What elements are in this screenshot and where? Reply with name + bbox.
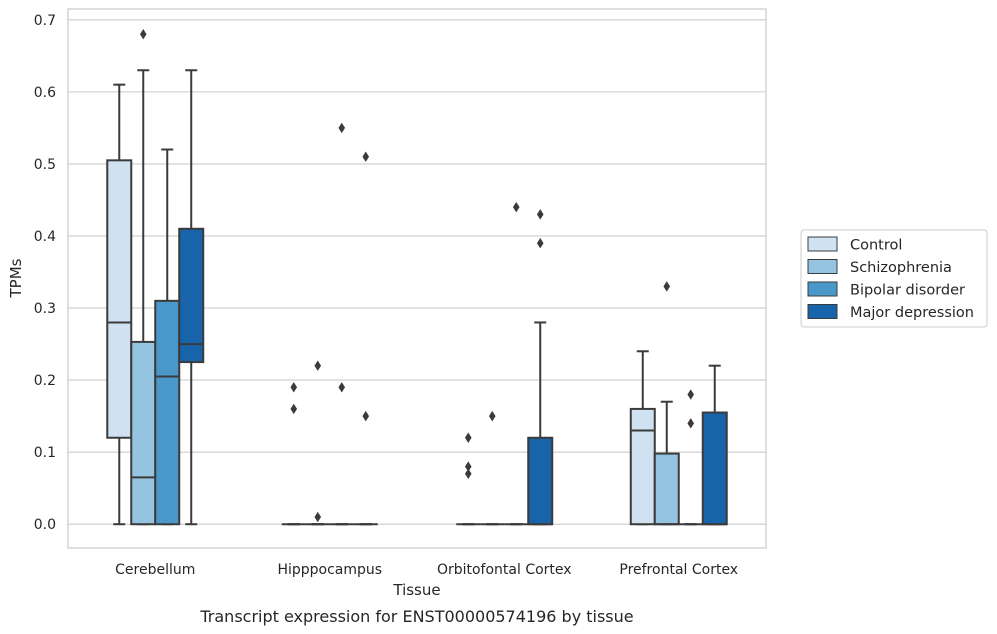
y-tick-label: 0.5 bbox=[34, 157, 56, 173]
x-axis-label: Tissue bbox=[392, 581, 440, 599]
legend-label: Schizophrenia bbox=[850, 260, 952, 276]
x-tick-label: Hipppocampus bbox=[277, 562, 382, 578]
box-group bbox=[456, 432, 481, 526]
outlier-point bbox=[512, 201, 520, 213]
box-iqr bbox=[178, 227, 205, 364]
outlier-point bbox=[663, 281, 671, 292]
outlier-point bbox=[488, 410, 496, 422]
box-group bbox=[106, 83, 133, 526]
legend-label: Bipolar disorder bbox=[850, 283, 965, 299]
legend-swatch bbox=[807, 281, 838, 297]
box-group bbox=[504, 201, 529, 526]
box-iqr bbox=[653, 452, 680, 526]
outlier-point bbox=[464, 432, 472, 443]
outlier-point bbox=[536, 237, 544, 249]
x-tick-label: Prefrontal Cortex bbox=[619, 562, 738, 578]
box-iqr bbox=[629, 407, 656, 526]
outlier-point bbox=[687, 389, 695, 400]
outlier-point bbox=[464, 468, 472, 479]
outlier-point bbox=[536, 209, 544, 220]
outlier-point bbox=[290, 403, 298, 415]
chart-caption: Transcript expression for ENST0000057419… bbox=[199, 607, 633, 626]
box-iqr bbox=[130, 340, 157, 526]
y-axis-label: TPMs bbox=[7, 258, 25, 298]
box-group bbox=[178, 69, 205, 526]
outlier-point bbox=[338, 382, 346, 393]
box-iqr bbox=[701, 411, 728, 526]
legend-swatch bbox=[807, 304, 838, 319]
y-tick-label: 0.0 bbox=[34, 517, 56, 533]
outlier-point bbox=[464, 461, 472, 472]
legend-label: Control bbox=[850, 238, 902, 254]
box-group bbox=[329, 122, 354, 526]
box-iqr bbox=[106, 159, 133, 439]
y-tick-label: 0.1 bbox=[34, 445, 56, 461]
legend: Control Schizophrenia Bipolar disorder Majo… bbox=[800, 229, 988, 328]
box-group bbox=[527, 209, 554, 526]
outlier-point bbox=[139, 29, 147, 40]
box-iqr bbox=[527, 436, 554, 526]
x-tick-label: Cerebellum bbox=[115, 562, 195, 578]
box-group bbox=[353, 151, 378, 526]
outlier-point bbox=[362, 151, 370, 162]
outlier-point bbox=[362, 410, 370, 422]
box-group bbox=[480, 410, 505, 526]
box-group bbox=[653, 281, 680, 526]
legend-swatch bbox=[807, 236, 838, 252]
outlier-point bbox=[338, 122, 346, 134]
y-tick-label: 0.7 bbox=[34, 13, 56, 29]
y-tick-label: 0.2 bbox=[34, 373, 56, 389]
box-group bbox=[629, 350, 656, 526]
box-group bbox=[701, 364, 728, 526]
legend-frame bbox=[800, 229, 988, 328]
x-tick-label: Orbitofontal Cortex bbox=[437, 562, 572, 578]
outlier-point bbox=[314, 511, 322, 523]
legend-label: Major depression bbox=[850, 305, 974, 321]
box-iqr bbox=[154, 299, 181, 526]
box-group bbox=[154, 148, 181, 526]
legend-swatch bbox=[807, 259, 838, 274]
y-tick-label: 0.6 bbox=[34, 85, 56, 101]
y-tick-label: 0.4 bbox=[34, 229, 56, 245]
outlier-point bbox=[314, 360, 322, 371]
box-group bbox=[130, 29, 157, 526]
outlier-point bbox=[687, 418, 695, 429]
box-marks bbox=[106, 29, 728, 526]
outlier-point bbox=[290, 382, 298, 393]
box-group bbox=[678, 389, 703, 526]
y-axis-ticks: 0.0 0.1 0.2 0.3 0.4 0.5 0.6 0.7 bbox=[34, 13, 56, 533]
y-tick-label: 0.3 bbox=[34, 301, 56, 317]
x-axis-ticks: Cerebellum Hipppocampus Orbitofontal Corte… bbox=[115, 562, 738, 578]
box-group bbox=[281, 382, 306, 526]
plot-area-frame bbox=[67, 8, 767, 549]
box-group bbox=[305, 360, 330, 526]
